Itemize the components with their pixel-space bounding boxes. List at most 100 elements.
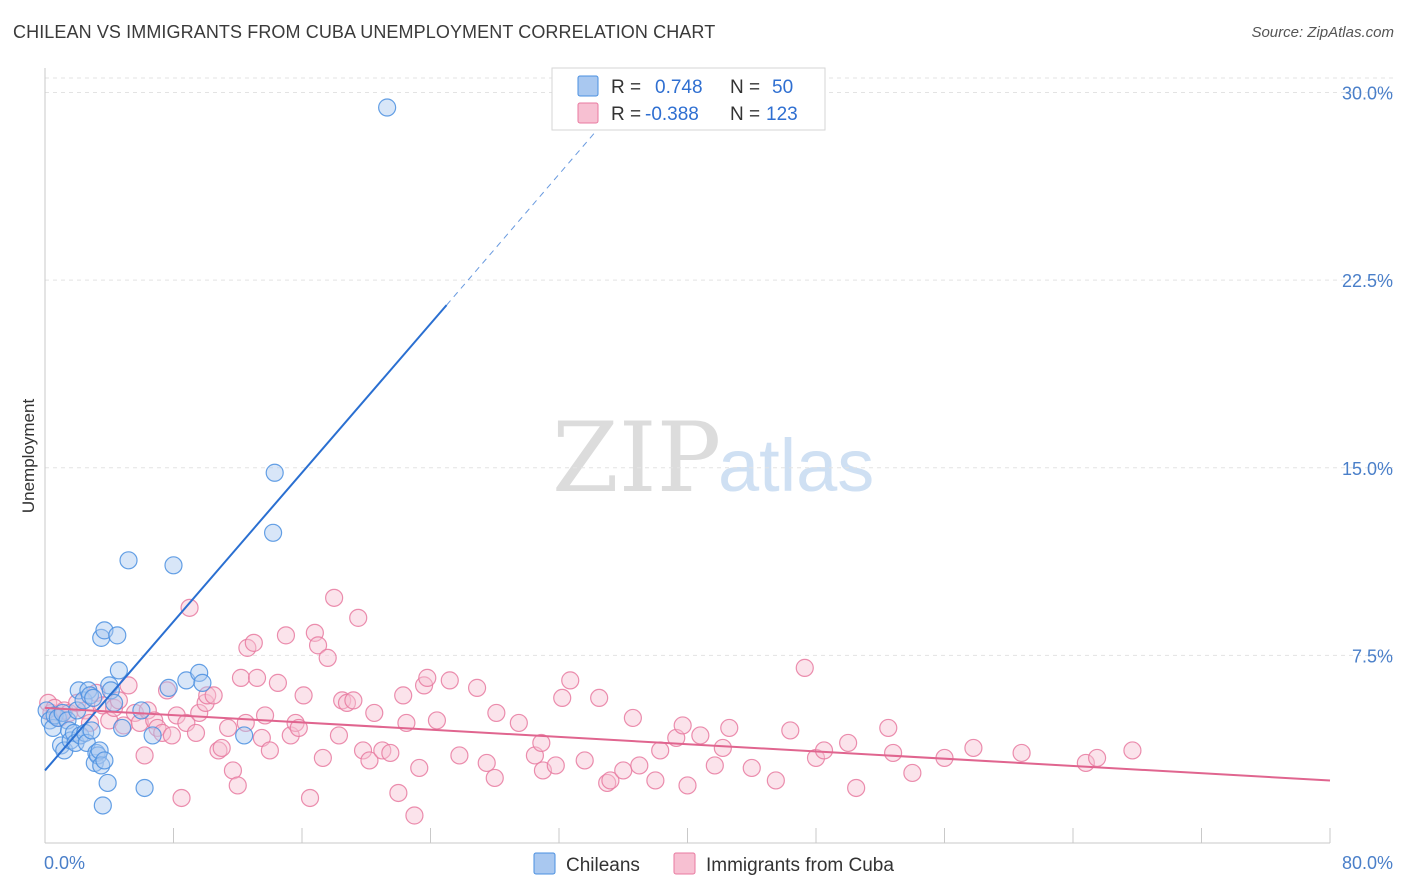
data-point — [325, 588, 344, 607]
watermark-zip: ZIP — [552, 402, 721, 514]
data-point — [265, 463, 284, 482]
trend-line-cuba — [44, 706, 1331, 782]
data-point — [381, 743, 400, 763]
data-point — [51, 736, 71, 755]
data-point — [678, 776, 697, 795]
data-point — [263, 523, 283, 542]
legend-swatch-chileans — [577, 75, 599, 97]
data-point — [289, 718, 308, 738]
legend-n-label-1: N = — [730, 77, 760, 98]
data-point — [244, 633, 263, 652]
data-point — [598, 773, 617, 793]
data-point — [365, 703, 384, 723]
data-point — [193, 673, 212, 692]
data-point — [112, 718, 132, 738]
data-point — [467, 678, 487, 697]
data-point — [308, 636, 328, 655]
data-point — [219, 718, 238, 738]
data-point — [651, 741, 670, 760]
y-tick-label: 30.0% — [1342, 84, 1393, 104]
legend-swatch-cuba — [577, 102, 599, 124]
y-tick-label: 15.0% — [1342, 459, 1393, 479]
data-point — [180, 598, 199, 617]
data-point — [532, 733, 551, 753]
watermark-atlas: atlas — [718, 424, 874, 507]
data-point — [353, 741, 373, 760]
correlation-legend: R = 0.748 N = 50 R = -0.388 N = 123 — [551, 67, 826, 131]
data-point — [268, 673, 288, 692]
x-tick-marks — [44, 828, 1331, 843]
data-point — [186, 723, 206, 743]
data-point — [427, 711, 447, 730]
data-point — [623, 708, 642, 728]
data-point — [92, 756, 111, 775]
legend-n-label-2: N = — [730, 104, 760, 125]
data-point — [450, 746, 469, 765]
data-point — [630, 756, 649, 775]
data-point — [553, 688, 572, 708]
data-point — [164, 556, 183, 575]
data-point — [839, 733, 858, 753]
series-legend: Chileans Immigrants from Cuba — [533, 852, 894, 876]
data-point — [135, 746, 154, 765]
data-point — [294, 686, 313, 705]
data-point — [119, 676, 138, 695]
legend-r-label-1: R = — [611, 77, 641, 98]
data-point — [80, 713, 100, 733]
trend-line-chileans — [44, 304, 448, 772]
series-immigrants-from-cuba — [39, 588, 1142, 825]
data-point — [781, 721, 800, 740]
data-point — [590, 688, 609, 708]
data-point — [300, 788, 320, 808]
data-point — [318, 648, 337, 667]
y-tick-label: 22.5% — [1342, 271, 1393, 291]
data-point — [172, 788, 191, 808]
legend-r-value-2: -0.388 — [645, 104, 699, 125]
data-point — [883, 743, 903, 763]
data-point — [601, 771, 620, 790]
data-point — [405, 806, 424, 825]
data-point — [177, 713, 196, 733]
data-point — [1087, 748, 1107, 768]
data-point — [228, 776, 247, 795]
data-point — [313, 748, 332, 768]
data-point — [546, 756, 565, 775]
data-point — [766, 771, 785, 790]
y-tick-label: 7.5% — [1352, 646, 1393, 666]
data-point — [132, 701, 151, 720]
data-point — [440, 671, 459, 690]
data-point — [705, 756, 724, 775]
page-title: CHILEAN VS IMMIGRANTS FROM CUBA UNEMPLOY… — [13, 22, 716, 42]
data-point — [90, 741, 109, 760]
data-point — [235, 726, 254, 745]
y-axis-title: Unemployment — [19, 399, 38, 514]
data-point — [212, 738, 231, 758]
data-point — [410, 758, 429, 778]
data-point — [742, 758, 761, 778]
data-point — [614, 761, 633, 780]
data-point — [329, 726, 349, 745]
data-point — [879, 718, 898, 738]
data-point — [360, 751, 379, 770]
data-point — [80, 686, 100, 705]
data-point — [71, 726, 90, 745]
data-point — [98, 773, 117, 793]
data-point — [84, 688, 103, 708]
data-point — [646, 771, 665, 790]
data-point — [276, 626, 296, 645]
bottom-legend-label-cuba: Immigrants from Cuba — [706, 855, 894, 876]
y-tick-labels: 7.5% 15.0% 22.5% 30.0% — [1342, 84, 1393, 667]
data-point — [1123, 741, 1142, 760]
data-point — [720, 718, 739, 738]
data-point — [162, 726, 181, 745]
data-point — [247, 668, 267, 687]
data-point — [344, 691, 363, 710]
data-point — [190, 663, 209, 682]
data-point — [209, 741, 228, 760]
data-point — [82, 721, 101, 740]
series-chileans — [37, 98, 397, 815]
data-point — [378, 98, 397, 117]
data-point — [143, 726, 162, 745]
bottom-legend-label-chileans: Chileans — [566, 855, 640, 876]
